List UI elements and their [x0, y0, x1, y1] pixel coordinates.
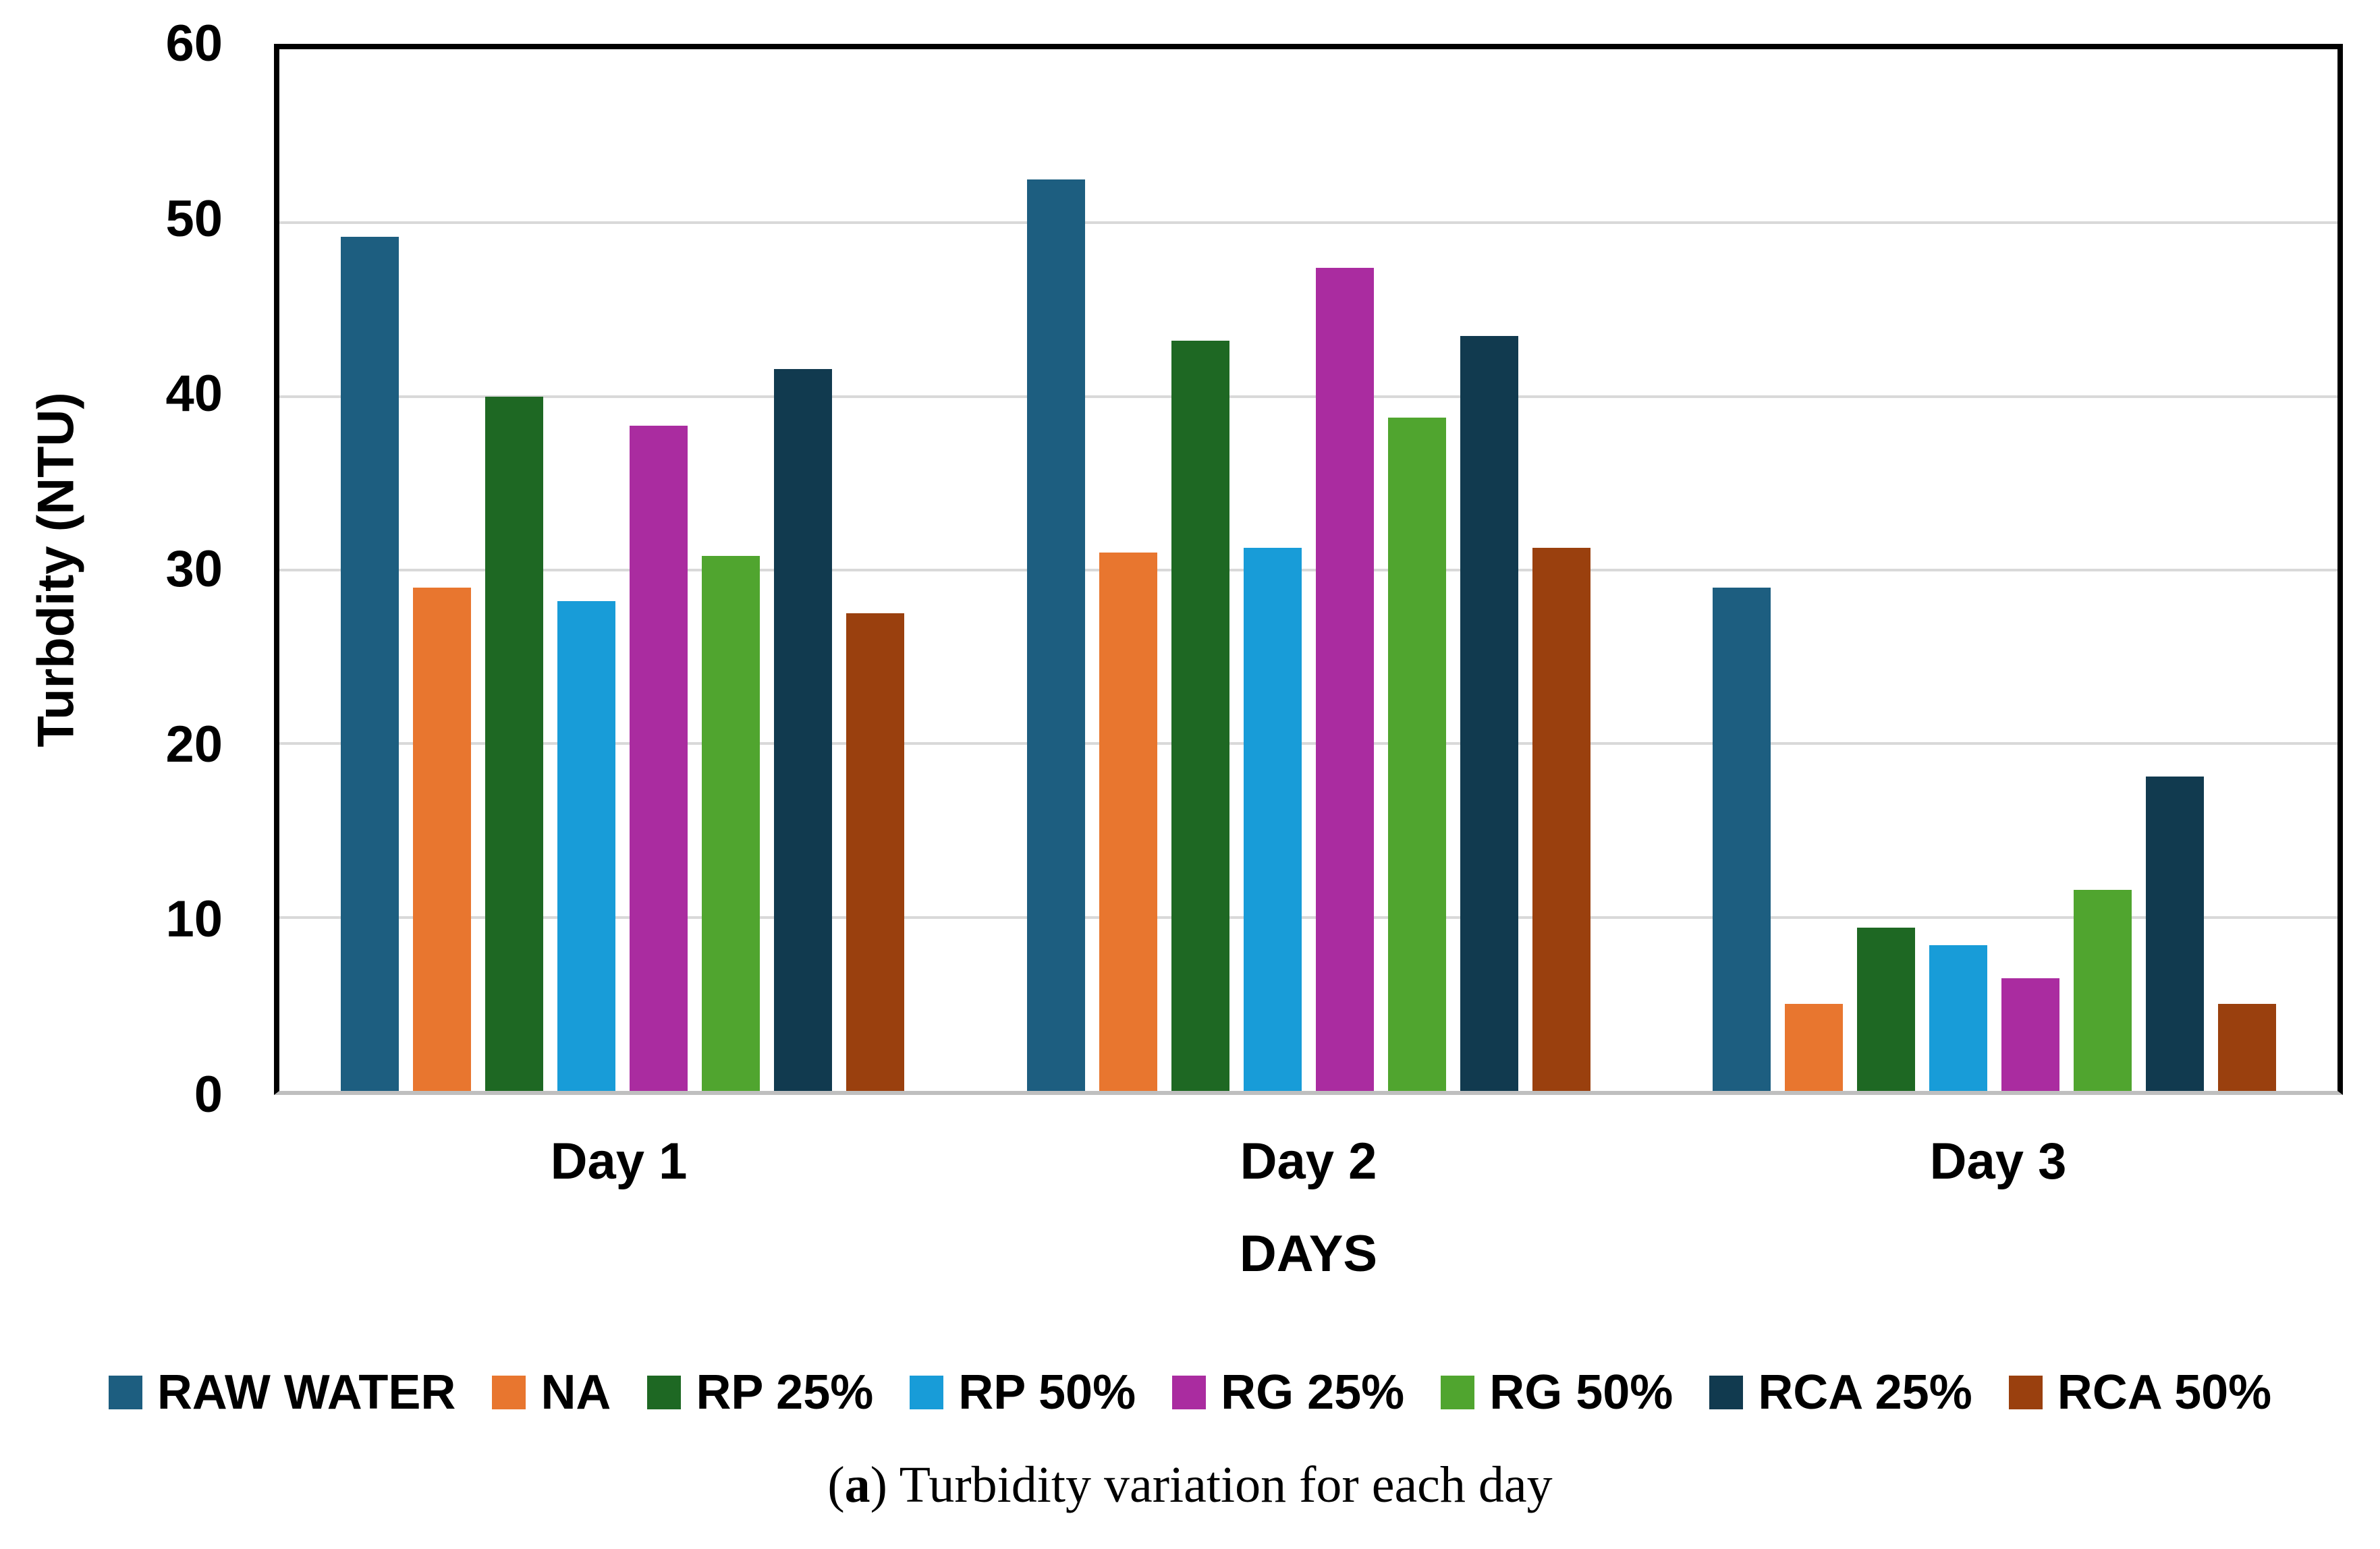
bar-group: [279, 49, 966, 1091]
plot-area: [274, 44, 2343, 1095]
legend-swatch: [108, 1376, 142, 1409]
legend: RAW WATER NA RP 25% RP 50% RG 25% RG 50% RCA 2…: [0, 1368, 2380, 1417]
bar: [2001, 978, 2060, 1091]
bar-groups: [279, 49, 2337, 1091]
bar: [1713, 587, 1771, 1091]
gridline: [279, 569, 2337, 571]
bar: [1857, 928, 1916, 1091]
legend-swatch: [1441, 1376, 1475, 1409]
legend-label: RG 50%: [1489, 1365, 1673, 1419]
bar: [773, 368, 832, 1091]
y-tick-label: 60: [165, 15, 223, 72]
bar: [629, 426, 688, 1091]
legend-swatch: [647, 1376, 682, 1409]
bar: [2074, 889, 2132, 1091]
x-tick-label: Day 1: [550, 1133, 688, 1190]
bar: [340, 236, 399, 1091]
bar: [412, 587, 471, 1091]
y-tick-label: 50: [165, 190, 223, 248]
legend-swatch: [910, 1376, 944, 1409]
legend-label: RP 25%: [696, 1365, 874, 1419]
x-axis-tick-labels: Day 1 Day 2 Day 3: [274, 1132, 2343, 1191]
y-tick-label: 40: [165, 365, 223, 423]
bar: [1243, 547, 1302, 1091]
bar: [557, 601, 615, 1091]
bar: [2146, 777, 2205, 1091]
bar: [1099, 553, 1157, 1091]
x-tick-label: Day 3: [1929, 1133, 2067, 1190]
bar: [1460, 335, 1518, 1091]
legend-item: RP 50%: [910, 1368, 1136, 1417]
legend-label: RCA 25%: [1758, 1365, 1972, 1419]
bar: [1026, 179, 1085, 1091]
x-tick-label: Day 2: [1240, 1133, 1377, 1190]
bar: [701, 556, 760, 1091]
bar: [1532, 547, 1590, 1091]
gridline: [279, 221, 2337, 224]
y-tick-label: 20: [165, 715, 223, 773]
legend-item: RP 25%: [647, 1368, 873, 1417]
gridline: [279, 395, 2337, 398]
bar-group: [966, 49, 1652, 1091]
legend-label: RCA 50%: [2057, 1365, 2272, 1419]
legend-swatch: [1709, 1376, 1744, 1409]
legend-label: RP 50%: [958, 1365, 1136, 1419]
legend-item: NA: [492, 1368, 611, 1417]
caption-text: ) Turbidity variation for each day: [870, 1457, 1553, 1513]
caption-paren-open: (: [827, 1457, 845, 1513]
legend-swatch: [1172, 1376, 1207, 1409]
bar: [846, 613, 904, 1091]
y-tick-label: 0: [194, 1066, 223, 1123]
bar: [2218, 1004, 2277, 1091]
y-tick-label: 30: [165, 540, 223, 598]
figure-caption: (a) Turbidity variation for each day: [0, 1456, 2380, 1515]
legend-item: RG 25%: [1172, 1368, 1404, 1417]
legend-item: RCA 50%: [2008, 1365, 2272, 1419]
bar-group: [1651, 49, 2337, 1091]
bar: [1315, 268, 1374, 1091]
bar: [1387, 417, 1446, 1091]
legend-item: RG 50%: [1441, 1368, 1673, 1417]
caption-letter: a: [844, 1457, 870, 1513]
y-tick-label: 10: [165, 891, 223, 949]
x-axis-title: DAYS: [1239, 1225, 1378, 1283]
gridline: [279, 916, 2337, 919]
legend-swatch: [2008, 1376, 2043, 1409]
bar: [1171, 341, 1229, 1091]
legend-label: NA: [541, 1365, 611, 1419]
legend-swatch: [492, 1376, 526, 1409]
bar: [1785, 1004, 1844, 1091]
gridline: [279, 742, 2337, 745]
legend-item: RCA 25%: [1709, 1368, 1972, 1417]
y-axis-tick-labels: 0 10 20 30 40 50 60: [0, 18, 233, 1121]
bar: [485, 396, 543, 1091]
legend-item: RAW WATER: [108, 1365, 456, 1419]
legend-label: RG 25%: [1221, 1365, 1405, 1419]
bar: [1929, 945, 1988, 1091]
legend-label: RAW WATER: [157, 1365, 456, 1419]
